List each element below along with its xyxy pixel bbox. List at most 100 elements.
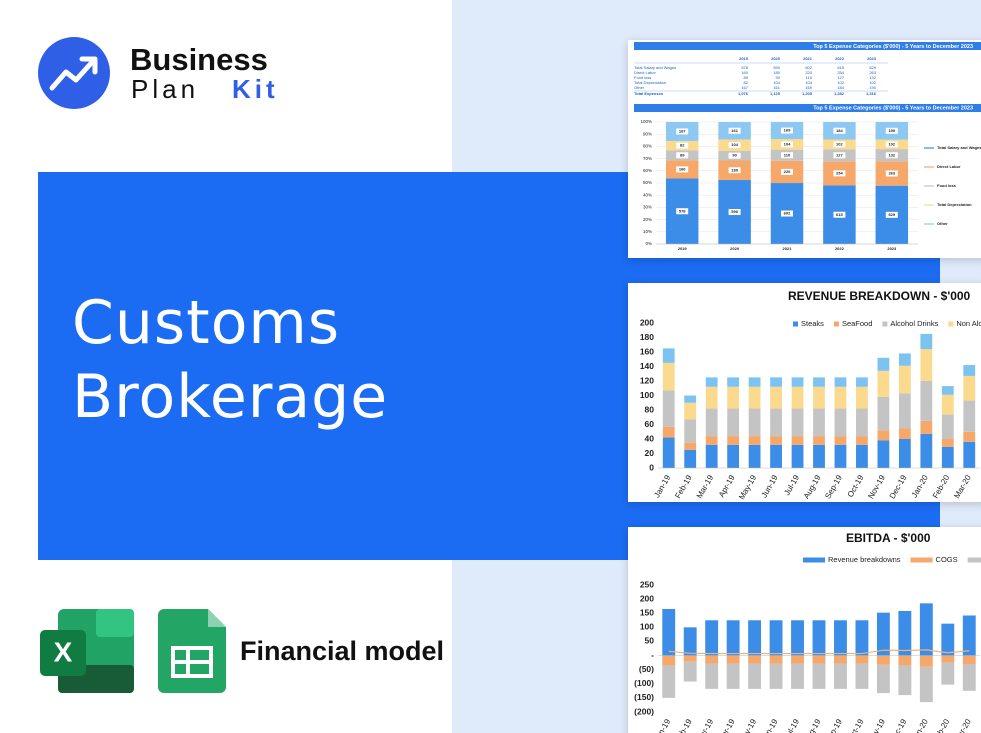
table-cell: 602	[805, 65, 812, 70]
excel-x: X	[54, 636, 73, 667]
value-label: 615	[836, 212, 843, 217]
x-tick-label: Feb-19	[673, 473, 694, 500]
value-label-box	[833, 152, 846, 159]
x-tick-label: 2020	[730, 246, 740, 251]
bar-segment	[834, 377, 847, 387]
y-tick-label: 140	[640, 361, 654, 371]
x-tick-label: Sep-19	[823, 473, 844, 500]
value-label: 104	[731, 142, 738, 147]
value-label: 190	[888, 128, 895, 133]
brand-plan: Plan	[131, 74, 199, 104]
logo: Business Plan Kit	[38, 37, 275, 109]
logo-circle	[38, 37, 110, 109]
value-label-box	[833, 170, 846, 177]
legend-label: Steaks	[801, 319, 824, 328]
y-tick-label: 200	[640, 593, 654, 603]
y-tick-label: 160	[640, 346, 654, 356]
bar-segment	[791, 444, 804, 468]
y-tick-label: 90%	[643, 131, 652, 136]
bar-segment	[834, 436, 847, 445]
bar-segment	[791, 655, 804, 664]
value-label: 110	[784, 152, 791, 157]
x-tick-label: Jan-19	[652, 473, 672, 499]
bar-segment	[748, 386, 761, 409]
bar-segment	[941, 655, 955, 663]
value-label-box	[728, 142, 741, 149]
hero-line: Customs	[72, 288, 341, 358]
bar-segment	[877, 396, 890, 431]
chart-title: EBITDA - $'000	[846, 531, 931, 545]
legend-label: COGS	[936, 555, 958, 564]
bar-segment	[813, 386, 825, 409]
excel-tile	[96, 609, 134, 637]
bar-segment	[726, 663, 740, 689]
app-icons: X	[40, 609, 226, 693]
bar-segment	[855, 655, 869, 664]
bar-segment	[770, 408, 782, 437]
bar-segment	[705, 444, 718, 468]
line-series	[668, 649, 970, 655]
table-cell: 102	[837, 80, 844, 85]
x-tick-label: Jan-20	[910, 717, 930, 733]
x-tick-label: Jul-19	[782, 717, 801, 733]
bar-segment	[812, 620, 826, 656]
bar-segment	[962, 615, 976, 656]
bar-segment	[748, 444, 761, 468]
legend-swatch	[793, 321, 798, 327]
legend-swatch	[910, 557, 933, 563]
value-label: 578	[679, 208, 686, 213]
bar-segment	[770, 436, 782, 445]
x-tick-label: Jun-19	[760, 473, 780, 499]
bar-segment	[813, 436, 825, 445]
y-tick-label: 0%	[645, 241, 652, 246]
y-tick-label: 40%	[643, 192, 652, 197]
x-tick-label: Jan-19	[652, 717, 672, 733]
y-tick-label: 60	[645, 419, 655, 429]
table-cell: 167	[741, 85, 748, 90]
x-tick-label: Mar-19	[695, 473, 716, 500]
table-cell: 629	[869, 65, 876, 70]
value-label-box	[676, 152, 689, 159]
x-tick-label: 2022	[835, 246, 845, 251]
bar-segment	[727, 408, 740, 437]
value-label: 102	[888, 141, 895, 146]
bar-segment	[856, 377, 868, 387]
legend-swatch	[967, 557, 981, 563]
bar-segment	[834, 444, 847, 468]
bar-segment	[705, 655, 719, 664]
x-tick-label: Apr-19	[717, 717, 737, 733]
table-header: 2019	[739, 56, 749, 61]
bar-segment	[813, 377, 825, 387]
bar-segment	[684, 402, 697, 420]
bar-segment	[705, 408, 718, 437]
bar-segment	[834, 663, 847, 689]
x-tick-label: Aug-19	[802, 473, 823, 500]
table-header: 2021	[803, 56, 813, 61]
bar-segment	[962, 664, 976, 691]
value-label-box	[885, 152, 898, 159]
bar-segment	[769, 655, 783, 664]
logo-arrow	[49, 57, 97, 91]
bar-segment	[877, 440, 890, 468]
excel-badge	[40, 630, 86, 676]
value-label-box	[885, 141, 898, 148]
x-tick-label: Mar-19	[695, 717, 716, 733]
table-cell: 161	[773, 85, 780, 90]
bar-segment	[898, 655, 912, 666]
bar-segment	[727, 377, 740, 387]
hero-line: Brokerage	[72, 362, 389, 432]
x-tick-label: Aug-19	[802, 717, 823, 733]
bar-segment	[812, 655, 826, 664]
value-label: 169	[784, 128, 791, 133]
y-tick-label: 80%	[643, 144, 652, 149]
bar-segment	[662, 426, 675, 438]
chart: Top 5 Expense Categories ($'000) - 5 Yea…	[634, 42, 981, 251]
value-label-box	[781, 210, 793, 217]
table-cell: 263	[869, 70, 876, 75]
y-tick-label: 40	[645, 433, 655, 443]
table-title: Top 5 Expense Categories ($'000) - 5 Yea…	[813, 44, 973, 50]
table-cell: 184	[837, 85, 844, 90]
bar-segment	[941, 439, 954, 447]
bar-segment	[662, 362, 675, 391]
